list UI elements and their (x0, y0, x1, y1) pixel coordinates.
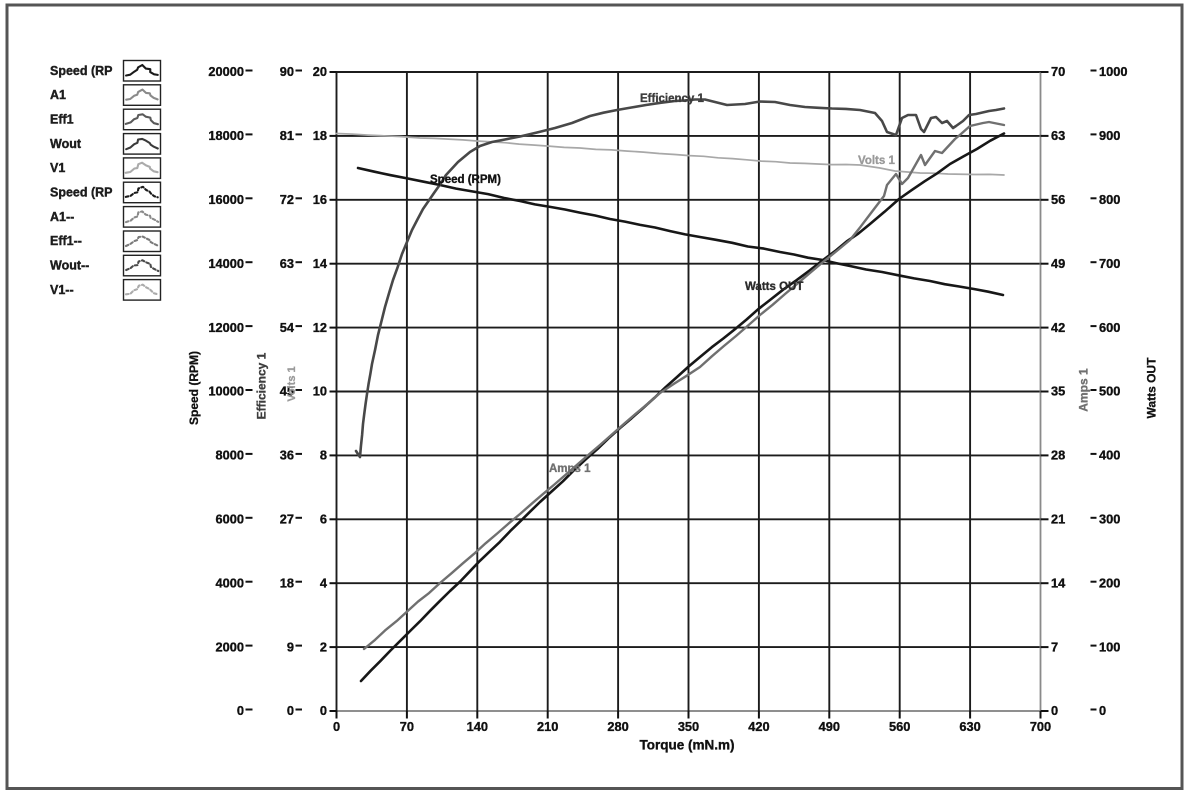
svg-text:V1--: V1-- (50, 283, 74, 297)
svg-text:500: 500 (1099, 384, 1120, 399)
svg-text:140: 140 (467, 719, 488, 734)
svg-text:800: 800 (1099, 192, 1120, 207)
svg-text:400: 400 (1099, 448, 1120, 463)
svg-text:Volts 1: Volts 1 (858, 155, 895, 167)
svg-text:490: 490 (819, 719, 840, 734)
svg-text:Efficiency 1: Efficiency 1 (255, 352, 269, 419)
svg-text:9: 9 (287, 639, 294, 654)
svg-text:630: 630 (959, 719, 980, 734)
svg-text:70: 70 (1051, 64, 1065, 79)
svg-text:700: 700 (1030, 719, 1051, 734)
svg-text:560: 560 (889, 719, 910, 734)
svg-text:350: 350 (678, 719, 699, 734)
svg-text:10000: 10000 (208, 384, 244, 399)
svg-text:Speed (RP: Speed (RP (50, 64, 113, 78)
svg-text:0: 0 (333, 719, 340, 734)
svg-text:8: 8 (320, 448, 327, 463)
svg-text:0: 0 (237, 703, 244, 718)
svg-text:10: 10 (313, 384, 327, 399)
svg-text:900: 900 (1099, 128, 1120, 143)
svg-text:0: 0 (1099, 703, 1106, 718)
svg-text:700: 700 (1099, 256, 1120, 271)
svg-text:200: 200 (1099, 575, 1120, 590)
svg-text:Torque (mN.m): Torque (mN.m) (640, 738, 735, 753)
svg-text:0: 0 (1051, 703, 1058, 718)
svg-text:A1--: A1-- (50, 210, 74, 224)
svg-text:4000: 4000 (216, 575, 244, 590)
svg-text:16000: 16000 (208, 192, 244, 207)
svg-text:Volts 1: Volts 1 (286, 366, 298, 401)
svg-text:18000: 18000 (208, 128, 244, 143)
svg-text:600: 600 (1099, 320, 1120, 335)
svg-text:14000: 14000 (208, 256, 244, 271)
svg-text:7: 7 (1051, 639, 1058, 654)
svg-text:42: 42 (1051, 320, 1065, 335)
svg-text:81: 81 (280, 128, 294, 143)
svg-text:420: 420 (748, 719, 769, 734)
svg-text:Wout: Wout (50, 137, 82, 151)
svg-text:V1: V1 (50, 161, 65, 175)
svg-text:14: 14 (313, 256, 328, 271)
svg-text:Eff1--: Eff1-- (50, 234, 82, 248)
svg-text:35: 35 (1051, 384, 1065, 399)
svg-text:27: 27 (280, 512, 294, 527)
svg-text:Wout--: Wout-- (50, 259, 89, 273)
svg-text:Amps 1: Amps 1 (1077, 368, 1091, 412)
svg-text:A1: A1 (50, 88, 66, 102)
svg-text:8000: 8000 (216, 448, 244, 463)
svg-text:18: 18 (280, 575, 294, 590)
svg-text:2000: 2000 (216, 639, 244, 654)
svg-text:100: 100 (1099, 639, 1120, 654)
svg-text:21: 21 (1051, 512, 1065, 527)
svg-text:Efficiency 1: Efficiency 1 (640, 93, 705, 105)
svg-text:49: 49 (1051, 256, 1065, 271)
svg-text:Amps 1: Amps 1 (549, 463, 591, 475)
svg-text:90: 90 (280, 64, 294, 79)
svg-text:Watts OUT: Watts OUT (745, 281, 803, 293)
svg-text:Eff1: Eff1 (50, 113, 74, 127)
svg-text:54: 54 (280, 320, 295, 335)
svg-text:36: 36 (280, 448, 294, 463)
svg-text:56: 56 (1051, 192, 1065, 207)
svg-text:20000: 20000 (208, 64, 244, 79)
svg-text:16: 16 (313, 192, 327, 207)
svg-text:12: 12 (313, 320, 327, 335)
svg-text:1000: 1000 (1099, 64, 1127, 79)
svg-text:63: 63 (1051, 128, 1065, 143)
svg-text:18: 18 (313, 128, 327, 143)
svg-text:2: 2 (320, 639, 327, 654)
svg-text:20: 20 (313, 64, 327, 79)
svg-text:Speed (RPM): Speed (RPM) (430, 174, 501, 186)
svg-text:210: 210 (537, 719, 558, 734)
svg-text:70: 70 (400, 719, 414, 734)
svg-text:45: 45 (280, 384, 294, 399)
svg-text:6000: 6000 (216, 512, 244, 527)
svg-text:12000: 12000 (208, 320, 244, 335)
svg-text:Watts OUT: Watts OUT (1145, 357, 1159, 419)
svg-text:300: 300 (1099, 512, 1120, 527)
svg-text:72: 72 (280, 192, 294, 207)
svg-text:0: 0 (287, 703, 294, 718)
svg-text:280: 280 (607, 719, 628, 734)
svg-text:63: 63 (280, 256, 294, 271)
svg-text:4: 4 (320, 575, 328, 590)
svg-text:28: 28 (1051, 448, 1065, 463)
svg-text:Speed (RP: Speed (RP (50, 186, 113, 200)
svg-text:Speed (RPM): Speed (RPM) (187, 351, 201, 425)
svg-text:6: 6 (320, 512, 327, 527)
svg-text:14: 14 (1051, 575, 1066, 590)
svg-text:0: 0 (320, 703, 327, 718)
